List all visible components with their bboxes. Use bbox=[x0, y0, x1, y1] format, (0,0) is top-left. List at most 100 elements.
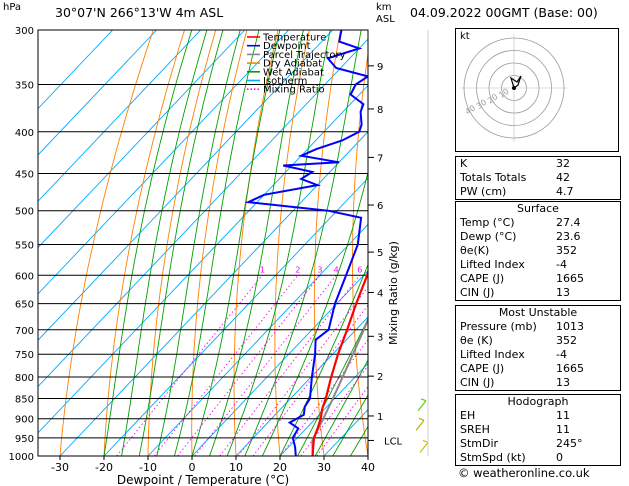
row-label: EH bbox=[460, 409, 476, 422]
row-label: StmSpd (kt) bbox=[460, 451, 526, 464]
most-unstable-title: Most Unstable bbox=[498, 306, 578, 319]
row-value: -4 bbox=[556, 258, 567, 271]
mixing-ratio-line bbox=[316, 386, 368, 456]
row-label: Totals Totals bbox=[460, 171, 527, 184]
table-row: CIN (J) 13 bbox=[456, 286, 620, 300]
row-label: PW (cm) bbox=[460, 185, 507, 198]
plot-frame bbox=[37, 29, 369, 457]
table-row: EH 11 bbox=[456, 409, 620, 423]
wet-adiabat-line bbox=[173, 30, 260, 456]
row-value: 27.4 bbox=[556, 216, 581, 229]
table-row: CAPE (J) 1665 bbox=[456, 272, 620, 286]
altitude-tick-label: 2 bbox=[377, 372, 383, 383]
mixing-ratio-line bbox=[237, 286, 368, 456]
legend-entry: Dewpoint bbox=[263, 41, 311, 52]
surface-title: Surface bbox=[517, 202, 559, 215]
table-row: Lifted Index -4 bbox=[456, 348, 620, 362]
mixing-ratio-axis-label: Mixing Ratio (g/kg) bbox=[387, 241, 400, 345]
lcl-label: LCL bbox=[384, 436, 403, 447]
table-row: K 32 bbox=[456, 157, 620, 171]
row-value: 11 bbox=[556, 423, 570, 436]
wind-barb bbox=[419, 439, 429, 453]
altitude-tick-label: 1 bbox=[377, 412, 383, 423]
isotherm-line bbox=[38, 84, 368, 434]
wet-adiabat-line bbox=[103, 30, 193, 456]
row-value: 42 bbox=[556, 171, 570, 184]
table-row: Totals Totals 42 bbox=[456, 171, 620, 185]
pressure-tick-label: 900 bbox=[15, 415, 34, 426]
table-row: Temp (°C) 27.4 bbox=[456, 216, 620, 230]
pressure-tick-label: 400 bbox=[15, 128, 34, 139]
row-value: -4 bbox=[556, 348, 567, 361]
table-row: PW (cm) 4.7 bbox=[456, 185, 620, 199]
mixing-ratio-value: 3 bbox=[317, 265, 322, 274]
pressure-tick-label: 1000 bbox=[9, 452, 34, 463]
hodograph-table-title: Hodograph bbox=[507, 395, 569, 408]
mixing-ratio-line bbox=[219, 275, 361, 456]
altitude-tick-label: 6 bbox=[377, 201, 383, 212]
isotherm-line bbox=[147, 223, 368, 456]
row-value: 352 bbox=[556, 244, 577, 257]
isotherm-line bbox=[191, 270, 368, 456]
hodograph-trace bbox=[509, 75, 522, 89]
parcel-trajectory-line bbox=[311, 316, 368, 456]
wind-barb bbox=[417, 398, 427, 412]
row-label: Dewp (°C) bbox=[460, 230, 517, 243]
table-row: θe (K) 352 bbox=[456, 334, 620, 348]
pressure-tick-label: 750 bbox=[15, 350, 34, 361]
row-label: Pressure (mb) bbox=[460, 320, 537, 333]
legend-entry: Mixing Ratio bbox=[263, 85, 325, 96]
temperature-tick-label: 0 bbox=[189, 461, 196, 474]
pressure-tick-label: 450 bbox=[15, 169, 34, 180]
isotherm-line bbox=[59, 131, 368, 456]
footer-credit: © weatheronline.co.uk bbox=[458, 466, 590, 480]
table-row: CAPE (J) 1665 bbox=[456, 362, 620, 376]
mixing-ratio-value: 2 bbox=[295, 265, 300, 274]
row-value: 11 bbox=[556, 409, 570, 422]
dry-adiabat-line bbox=[425, 30, 450, 456]
temperature-tick-label: 10 bbox=[229, 461, 243, 474]
pressure-tick-label: 700 bbox=[15, 326, 34, 337]
mixing-ratio-value: 1 bbox=[260, 265, 265, 274]
table-row: CIN (J) 13 bbox=[456, 376, 620, 390]
row-label: StmDir bbox=[460, 437, 499, 450]
most-unstable-box: Most Unstable Pressure (mb) 1013 θe (K) 352… bbox=[455, 305, 621, 391]
wind-barb-shaft bbox=[415, 417, 425, 431]
skewt-chart: 1234681015202530035040045050055060065070… bbox=[9, 26, 450, 486]
row-label: CIN (J) bbox=[460, 376, 495, 389]
mixing-ratio-value: 15 bbox=[412, 265, 422, 274]
pressure-tick-label: 600 bbox=[15, 271, 34, 282]
temperature-tick-label: 40 bbox=[361, 461, 375, 474]
table-row: θe(K) 352 bbox=[456, 244, 620, 258]
legend-entry: Wet Adiabat bbox=[263, 67, 324, 78]
table-row: StmSpd (kt) 0 bbox=[456, 451, 620, 465]
isotherm-line bbox=[38, 30, 290, 295]
asl-label: ASL bbox=[376, 14, 395, 25]
temperature-tick-label: -20 bbox=[95, 461, 113, 474]
temperature-tick-label: -10 bbox=[139, 461, 157, 474]
isotherm-line bbox=[38, 30, 202, 202]
isotherm-line bbox=[367, 455, 368, 456]
pressure-tick-label: 550 bbox=[15, 240, 34, 251]
table-row: Lifted Index -4 bbox=[456, 258, 620, 272]
pressure-tick-label: 300 bbox=[15, 26, 34, 37]
mixing-ratio-value: 4 bbox=[334, 265, 339, 274]
pressure-tick-label: 650 bbox=[15, 300, 34, 311]
legend-entry: Isotherm bbox=[263, 76, 307, 87]
temperature-tick-label: 30 bbox=[317, 461, 331, 474]
wind-barb bbox=[415, 417, 425, 431]
row-label: Lifted Index bbox=[460, 348, 525, 361]
legend-entry: Parcel Trajectory bbox=[263, 50, 346, 61]
table-row: Pressure (mb) 1013 bbox=[456, 320, 620, 334]
x-axis-label: Dewpoint / Temperature (°C) bbox=[117, 473, 289, 486]
wet-adiabat-line bbox=[367, 455, 368, 456]
temperature-tick-label: 20 bbox=[273, 461, 287, 474]
isotherm-line bbox=[38, 30, 158, 156]
datetime-title: 04.09.2022 00GMT (Base: 00) bbox=[410, 5, 598, 20]
row-label: θe (K) bbox=[460, 334, 493, 347]
row-value: 1665 bbox=[556, 272, 584, 285]
isotherm-line bbox=[38, 30, 246, 249]
dry-adiabat-line bbox=[103, 30, 185, 456]
mixing-ratio-value: 8 bbox=[375, 265, 380, 274]
